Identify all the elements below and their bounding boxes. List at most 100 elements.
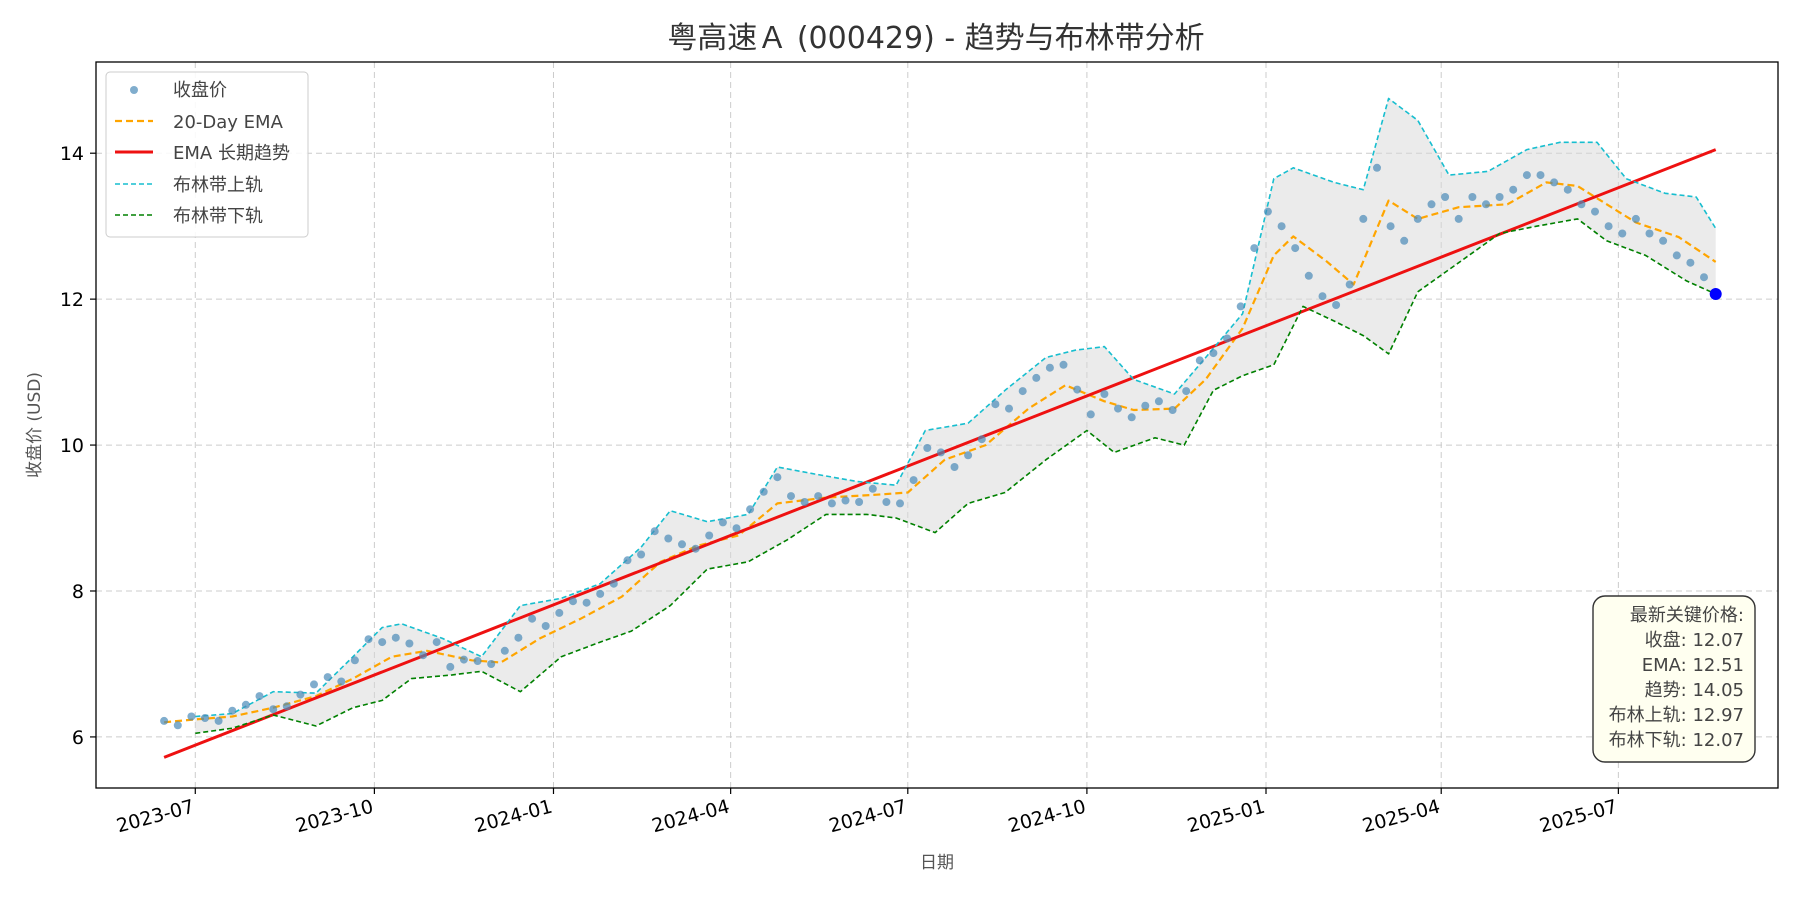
close-price-point <box>773 473 782 482</box>
close-price-point <box>1495 193 1504 201</box>
close-price-point <box>1441 193 1450 201</box>
close-price-point <box>432 638 441 647</box>
close-price-point <box>1291 244 1300 253</box>
close-price-point <box>569 597 577 606</box>
close-price-point <box>310 680 318 689</box>
close-price-point <box>1427 200 1436 209</box>
close-price-point <box>596 589 605 598</box>
close-price-point <box>868 484 877 493</box>
close-price-point <box>623 556 632 565</box>
close-price-point <box>1563 185 1572 194</box>
close-price-point <box>1032 373 1041 382</box>
close-price-point <box>555 608 564 617</box>
close-price-point <box>446 662 455 671</box>
close-price-point <box>1509 185 1518 194</box>
x-tick-label-2023-07: 2023-07 <box>114 796 196 838</box>
close-price-point <box>323 673 332 682</box>
close-price-point <box>1631 214 1640 223</box>
legend-label-ema: 20-Day EMA <box>173 112 284 133</box>
x-tick-label-2024-10: 2024-10 <box>1006 796 1088 838</box>
y-tick-label-12: 12 <box>60 289 84 311</box>
close-price-point <box>1127 413 1136 422</box>
close-price-point <box>1209 349 1218 358</box>
close-price-point <box>1672 251 1681 260</box>
close-price-point <box>1263 207 1272 216</box>
close-price-point <box>473 657 482 665</box>
close-price-point <box>350 656 359 665</box>
close-price-point <box>1700 273 1708 282</box>
close-price-point <box>1332 301 1341 309</box>
close-price-point <box>1005 404 1013 413</box>
close-price-point <box>228 706 237 715</box>
x-axis-label: 日期 <box>920 853 954 873</box>
y-tick-label-14: 14 <box>60 143 84 165</box>
close-price-point <box>1468 193 1477 201</box>
series-line-bollinger <box>195 97 1717 718</box>
close-price-point <box>1454 214 1463 223</box>
legend-label-close: 收盘价 <box>173 80 227 101</box>
latest-close-text: 收盘: 12.07 <box>1645 630 1744 651</box>
close-price-point <box>678 540 686 549</box>
legend-label-trend: EMA 长期趋势 <box>173 143 290 164</box>
close-price-point <box>1195 356 1204 365</box>
close-price-point <box>1522 171 1531 180</box>
close-price-point <box>241 700 250 709</box>
close-price-point <box>705 531 714 540</box>
close-price-point <box>1168 406 1177 414</box>
latest-price-title: 最新关键价格: <box>1630 605 1744 626</box>
close-price-point <box>1386 222 1395 231</box>
close-price-point <box>419 651 428 660</box>
close-price-point <box>514 633 523 642</box>
close-price-point <box>500 646 509 655</box>
y-tick-label-10: 10 <box>60 435 84 457</box>
close-price-point <box>1114 404 1122 413</box>
latest-close-marker <box>1709 288 1722 301</box>
close-price-point <box>160 716 169 725</box>
latest-ema-text: EMA: 12.51 <box>1642 655 1744 676</box>
close-price-point <box>1154 397 1163 406</box>
close-price-point <box>1250 244 1259 253</box>
close-price-point <box>1413 214 1422 223</box>
close-price-point <box>991 400 1000 409</box>
close-price-point <box>1182 387 1191 396</box>
close-price-point <box>1645 229 1654 238</box>
close-price-point <box>855 498 864 506</box>
close-price-point <box>896 499 904 508</box>
close-price-point <box>187 712 196 721</box>
close-price-point <box>1359 214 1368 223</box>
close-price-point <box>391 633 400 642</box>
series-line-20-day-ema <box>163 181 1717 724</box>
close-price-point <box>1304 271 1313 280</box>
close-price-point <box>337 677 346 686</box>
grid-lines <box>96 62 1778 788</box>
close-price-point <box>787 492 795 501</box>
x-tick-label-2024-01: 2024-01 <box>472 796 554 838</box>
close-price-point <box>296 690 305 699</box>
close-price-point <box>201 714 209 722</box>
close-price-point <box>1318 292 1327 301</box>
close-price-point <box>1577 200 1586 209</box>
close-price-point <box>800 498 809 506</box>
close-price-point <box>364 635 373 644</box>
x-tick-label-2025-04: 2025-04 <box>1360 796 1442 838</box>
close-price-point <box>1373 163 1381 172</box>
close-price-point <box>582 598 591 607</box>
close-price-point <box>827 499 836 508</box>
close-price-point <box>923 444 932 452</box>
close-price-point <box>1059 360 1068 369</box>
close-price-point <box>1536 171 1545 180</box>
series-line-bollinger <box>195 218 1717 735</box>
close-price-point <box>1018 387 1027 396</box>
close-price-point <box>1277 222 1286 231</box>
close-price-point <box>405 639 414 648</box>
close-price-point <box>214 716 223 725</box>
chart-title: 粤高速Ａ (000429) - 趋势与布林带分析 <box>667 21 1204 56</box>
latest-lower-text: 布林下轨: 12.07 <box>1609 730 1744 751</box>
legend-box <box>105 71 309 238</box>
legend: 收盘价 20-Day EMA EMA 长期趋势 布林带上轨 布林带下轨 <box>105 71 309 238</box>
close-price-point <box>282 702 291 711</box>
close-price-point <box>255 692 264 701</box>
close-price-point <box>1618 229 1627 238</box>
legend-label-upper: 布林带上轨 <box>173 175 263 196</box>
